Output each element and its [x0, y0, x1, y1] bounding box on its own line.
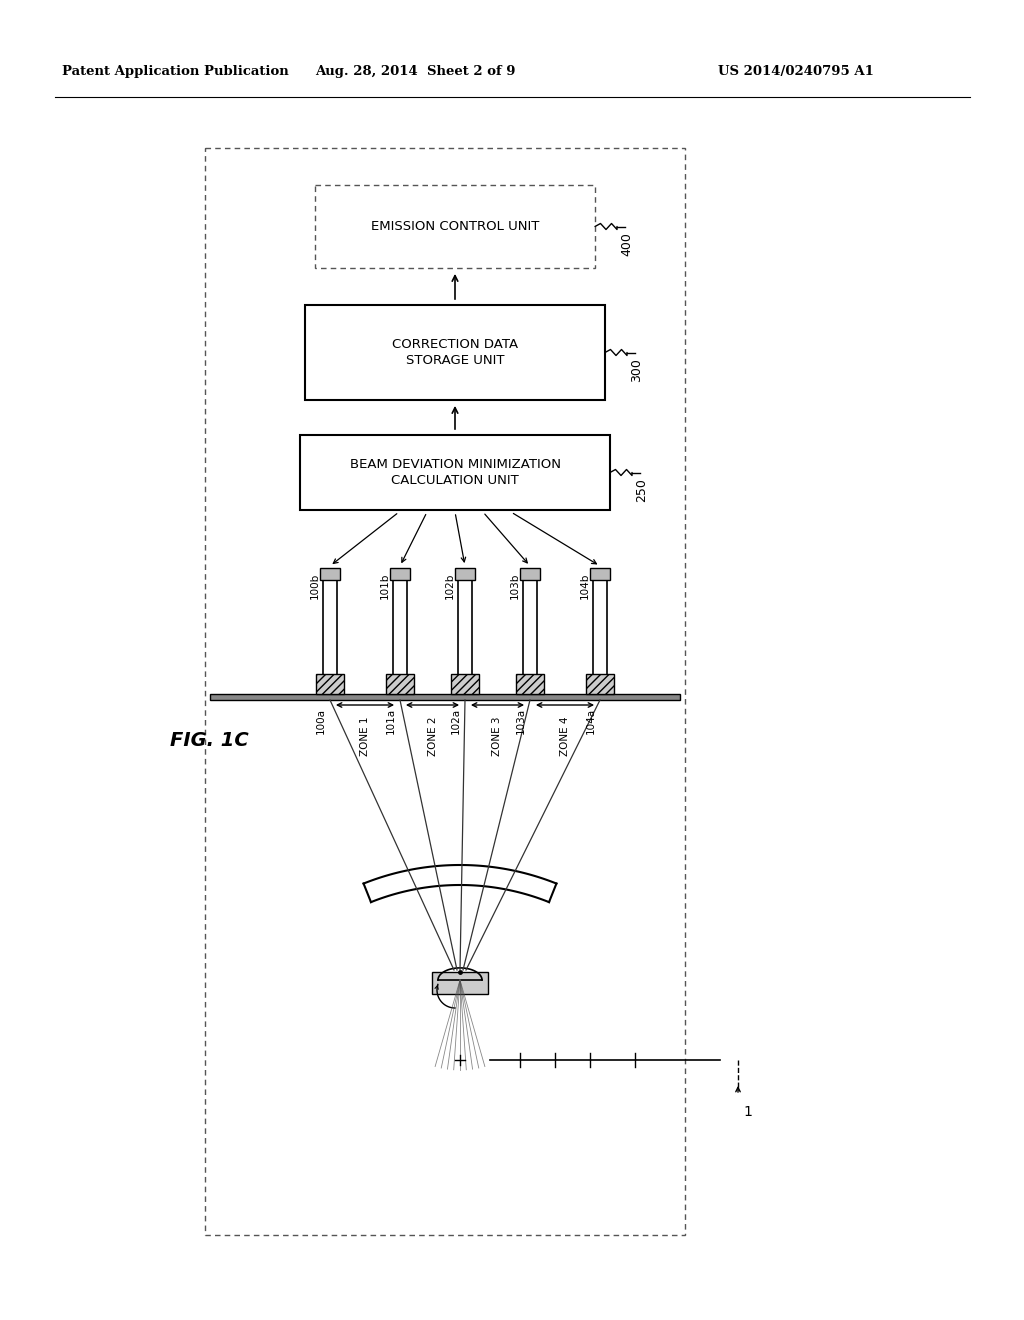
Text: Patent Application Publication: Patent Application Publication [62, 66, 289, 78]
Bar [586, 675, 614, 694]
Text: US 2014/0240795 A1: US 2014/0240795 A1 [718, 66, 873, 78]
Bar [305, 305, 605, 400]
Bar [432, 972, 488, 994]
Text: 103b: 103b [510, 573, 520, 599]
Text: ZONE 4: ZONE 4 [560, 717, 570, 756]
Bar [523, 579, 537, 680]
Bar [458, 579, 472, 680]
Bar [316, 675, 344, 694]
Bar [390, 568, 410, 579]
Text: 300: 300 [631, 359, 643, 383]
Text: 101a: 101a [386, 708, 396, 734]
Text: 100a: 100a [316, 708, 326, 734]
Bar [210, 694, 680, 700]
Bar [205, 148, 685, 1236]
Text: 104b: 104b [580, 573, 590, 599]
Text: 1: 1 [743, 1105, 752, 1119]
Text: 104a: 104a [586, 708, 596, 734]
Bar [455, 568, 475, 579]
Text: 101b: 101b [380, 573, 390, 599]
Text: Aug. 28, 2014  Sheet 2 of 9: Aug. 28, 2014 Sheet 2 of 9 [314, 66, 515, 78]
Text: 102a: 102a [451, 708, 461, 734]
Bar [451, 675, 479, 694]
Text: 100b: 100b [310, 573, 319, 599]
Text: FIG. 1C: FIG. 1C [170, 730, 249, 750]
Bar [593, 579, 607, 680]
Text: 103a: 103a [516, 708, 526, 734]
Text: 250: 250 [636, 479, 648, 503]
Text: ZONE 3: ZONE 3 [493, 717, 503, 756]
Bar [516, 675, 544, 694]
Text: 102b: 102b [445, 573, 455, 599]
Bar [386, 675, 414, 694]
Text: BEAM DEVIATION MINIMIZATION
CALCULATION UNIT: BEAM DEVIATION MINIMIZATION CALCULATION … [349, 458, 560, 487]
Text: ZONE 1: ZONE 1 [360, 717, 370, 756]
Bar [300, 436, 610, 510]
Text: EMISSION CONTROL UNIT: EMISSION CONTROL UNIT [371, 220, 540, 234]
Text: 400: 400 [621, 232, 634, 256]
Bar [393, 579, 407, 680]
Bar [319, 568, 340, 579]
Text: ZONE 2: ZONE 2 [427, 717, 437, 756]
Text: CORRECTION DATA
STORAGE UNIT: CORRECTION DATA STORAGE UNIT [392, 338, 518, 367]
Bar [323, 579, 337, 680]
Bar [590, 568, 610, 579]
Bar [315, 185, 595, 268]
Bar [520, 568, 540, 579]
